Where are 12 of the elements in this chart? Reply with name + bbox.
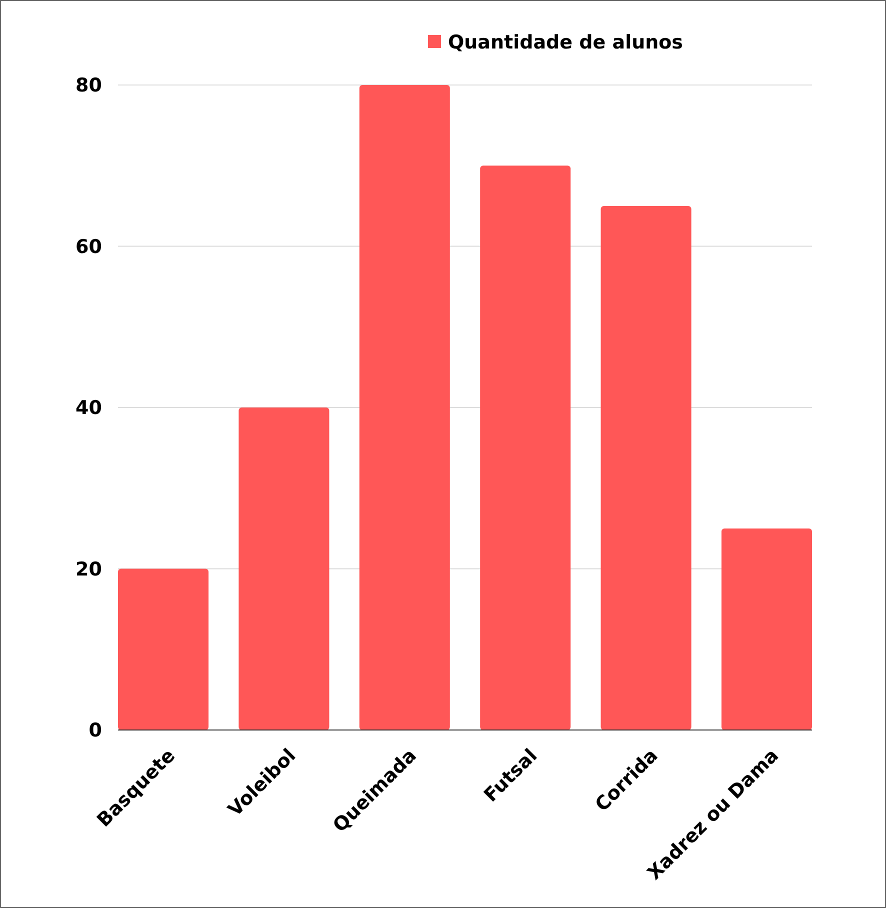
bar	[118, 568, 209, 730]
y-tick-label: 20	[76, 558, 102, 580]
y-tick-label: 0	[88, 720, 102, 742]
legend-label: Quantidade de alunos	[448, 32, 683, 54]
bar	[480, 166, 571, 730]
bar	[600, 206, 692, 730]
bar	[721, 528, 812, 730]
y-tick-label: 40	[76, 397, 102, 420]
bar	[238, 408, 330, 730]
y-tick-label: 60	[76, 236, 102, 258]
bar	[359, 85, 450, 730]
y-tick-label: 80	[76, 74, 102, 97]
